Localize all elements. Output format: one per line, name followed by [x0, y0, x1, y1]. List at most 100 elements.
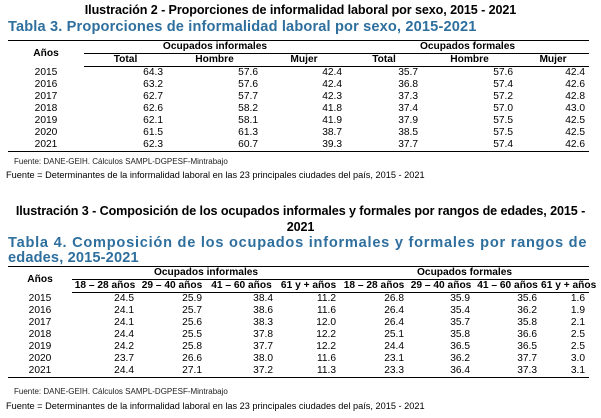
- value-cell: 25.1: [384, 329, 405, 340]
- informal-group-header: Ocupados informales: [84, 40, 347, 54]
- value-cell: 42.8: [565, 91, 586, 102]
- year-cell: 2020: [34, 127, 58, 138]
- value-cell: 57.6: [493, 67, 514, 78]
- table-4-subheader-row: 18 – 28 años 29 – 40 años 41 – 60 años 61 y…: [8, 279, 597, 293]
- table-4-title-line1: Tabla 4. Composición de los ocupados inf…: [8, 235, 588, 251]
- years-header: Años: [8, 266, 72, 293]
- value-cell: 61.3: [238, 127, 258, 138]
- column-header: 41 – 60 años: [206, 279, 277, 293]
- table-row: 2016 63.2 57.6 42.4 36.8 57.4 42.6: [8, 79, 589, 91]
- value-cell: 11.2: [316, 293, 337, 304]
- value-cell: 23.3: [340, 365, 409, 378]
- value-cell: 2.5: [570, 341, 586, 352]
- value-cell: 57.5: [493, 127, 514, 138]
- value-cell: 25.9: [182, 293, 202, 304]
- value-cell: 11.6: [316, 305, 337, 316]
- value-cell: 42.4: [322, 67, 343, 78]
- value-cell: 36.4: [408, 365, 475, 378]
- value-cell: 57.7: [238, 91, 258, 102]
- illustration-3-title-line2: 2021: [286, 220, 315, 234]
- value-cell: 37.3: [398, 91, 419, 102]
- value-cell: 35.9: [450, 293, 471, 304]
- table-3: Años Ocupados informales Ocupados formal…: [8, 40, 590, 152]
- value-cell: 24.1: [114, 317, 134, 328]
- table-row: 2020 61.5 61.3 38.7 38.5 57.5 42.5: [8, 127, 589, 139]
- value-cell: 41.8: [322, 103, 343, 114]
- table-row: 2016 24.1 25.7 38.6 11.6 26.4 35.4 36.2 1.9: [8, 305, 589, 317]
- value-cell: 37.4: [398, 103, 419, 114]
- column-header: 41 – 60 años: [474, 279, 542, 293]
- value-cell: 37.7: [346, 139, 423, 152]
- value-cell: 25.8: [182, 341, 202, 352]
- value-cell: 38.6: [253, 305, 273, 316]
- value-cell: 24.1: [114, 305, 134, 316]
- value-cell: 42.4: [322, 79, 343, 90]
- value-cell: 12.0: [316, 317, 337, 328]
- table-3-body: 2015 64.3 57.6 42.4 35.7 57.6 42.4 2016 63.2 57.6…: [8, 67, 590, 152]
- value-cell: 57.4: [493, 79, 514, 90]
- illustration-2-title: Ilustración 2 - Proporciones de informal…: [84, 3, 517, 17]
- value-cell: 57.2: [493, 91, 514, 102]
- column-header: 61 y + años: [541, 279, 597, 293]
- value-cell: 57.0: [493, 103, 514, 114]
- value-cell: 25.6: [182, 317, 202, 328]
- year-cell: 2017: [34, 91, 58, 102]
- value-cell: 26.8: [384, 293, 405, 304]
- value-cell: 37.7: [253, 341, 273, 352]
- value-cell: 43.0: [565, 103, 586, 114]
- table-3-title: Tabla 3. Proporciones de informalidad la…: [8, 19, 477, 35]
- year-cell: 2016: [28, 305, 52, 316]
- value-cell: 23.1: [384, 353, 405, 364]
- year-cell: 2015: [28, 292, 52, 304]
- year-cell: 2017: [28, 317, 52, 328]
- table-row: 2019 62.1 58.1 41.9 37.9 57.5 42.5: [8, 115, 589, 127]
- value-cell: 42.4: [565, 67, 586, 78]
- value-cell: 37.7: [517, 353, 538, 364]
- value-cell: 37.8: [253, 329, 273, 340]
- column-header: Hombre: [167, 53, 262, 67]
- column-header: Hombre: [422, 53, 518, 67]
- years-header: Años: [8, 40, 84, 67]
- value-cell: 36.6: [517, 329, 538, 340]
- value-cell: 23.7: [114, 353, 134, 364]
- value-cell: 39.3: [262, 139, 347, 152]
- year-cell: 2015: [34, 66, 58, 78]
- value-cell: 42.3: [322, 91, 343, 102]
- value-cell: 62.3: [84, 139, 167, 152]
- table-4-body: 2015 24.5 25.9 38.4 11.2 26.8 35.9 35.6 1.6 2016 2…: [8, 293, 590, 378]
- value-cell: 35.6: [517, 293, 538, 304]
- value-cell: 27.1: [138, 365, 206, 378]
- value-cell: 25.5: [182, 329, 202, 340]
- formal-group-header: Ocupados formales: [340, 266, 590, 280]
- value-cell: 26.4: [384, 317, 405, 328]
- table-row: 2021 62.3 60.7 39.3 37.7 57.4 42.6: [8, 139, 590, 152]
- table-row: 2015 64.3 57.6 42.4 35.7 57.6 42.4: [8, 67, 589, 80]
- value-cell: 26.4: [384, 305, 405, 316]
- table-row: 2017 62.7 57.7 42.3 37.3 57.2 42.8: [8, 91, 589, 103]
- table-row: 2015 24.5 25.9 38.4 11.2 26.8 35.9 35.6 1.6: [8, 293, 589, 306]
- value-cell: 12.2: [316, 341, 337, 352]
- table-4-title-line2: edades, 2015-2021: [8, 250, 139, 266]
- value-cell: 58.2: [238, 103, 258, 114]
- column-header: 18 – 28 años: [72, 279, 138, 293]
- value-cell: 35.7: [398, 67, 419, 78]
- value-cell: 42.5: [565, 127, 586, 138]
- value-cell: 57.4: [422, 139, 518, 152]
- table-row: 2017 24.1 25.6 38.3 12.0 26.4 35.7 35.8 2.1: [8, 317, 589, 329]
- value-cell: 62.1: [143, 115, 163, 126]
- value-cell: 36.5: [517, 341, 538, 352]
- value-cell: 24.4: [72, 365, 138, 378]
- table-row: 2019 24.2 25.8 37.7 12.2 24.4 36.5 36.5 2.5: [8, 341, 589, 353]
- value-cell: 35.7: [450, 317, 471, 328]
- table-row: 2018 24.4 25.5 37.8 12.2 25.1 35.8 36.6 2.5: [8, 329, 589, 341]
- value-cell: 57.6: [238, 79, 258, 90]
- table-3-source: Fuente: DANE-GEIH. Cálculos SAMPL-DGPESF…: [14, 157, 228, 166]
- column-header: Mujer: [517, 53, 590, 67]
- informal-group-header: Ocupados informales: [72, 266, 341, 280]
- value-cell: 36.2: [517, 305, 538, 316]
- column-header: 29 – 40 años: [408, 279, 475, 293]
- year-cell: 2018: [34, 103, 58, 114]
- formal-group-header: Ocupados formales: [346, 40, 590, 54]
- table-row: 2021 24.4 27.1 37.2 11.3 23.3 36.4 37.3 3.1: [8, 365, 590, 378]
- value-cell: 24.4: [114, 329, 134, 340]
